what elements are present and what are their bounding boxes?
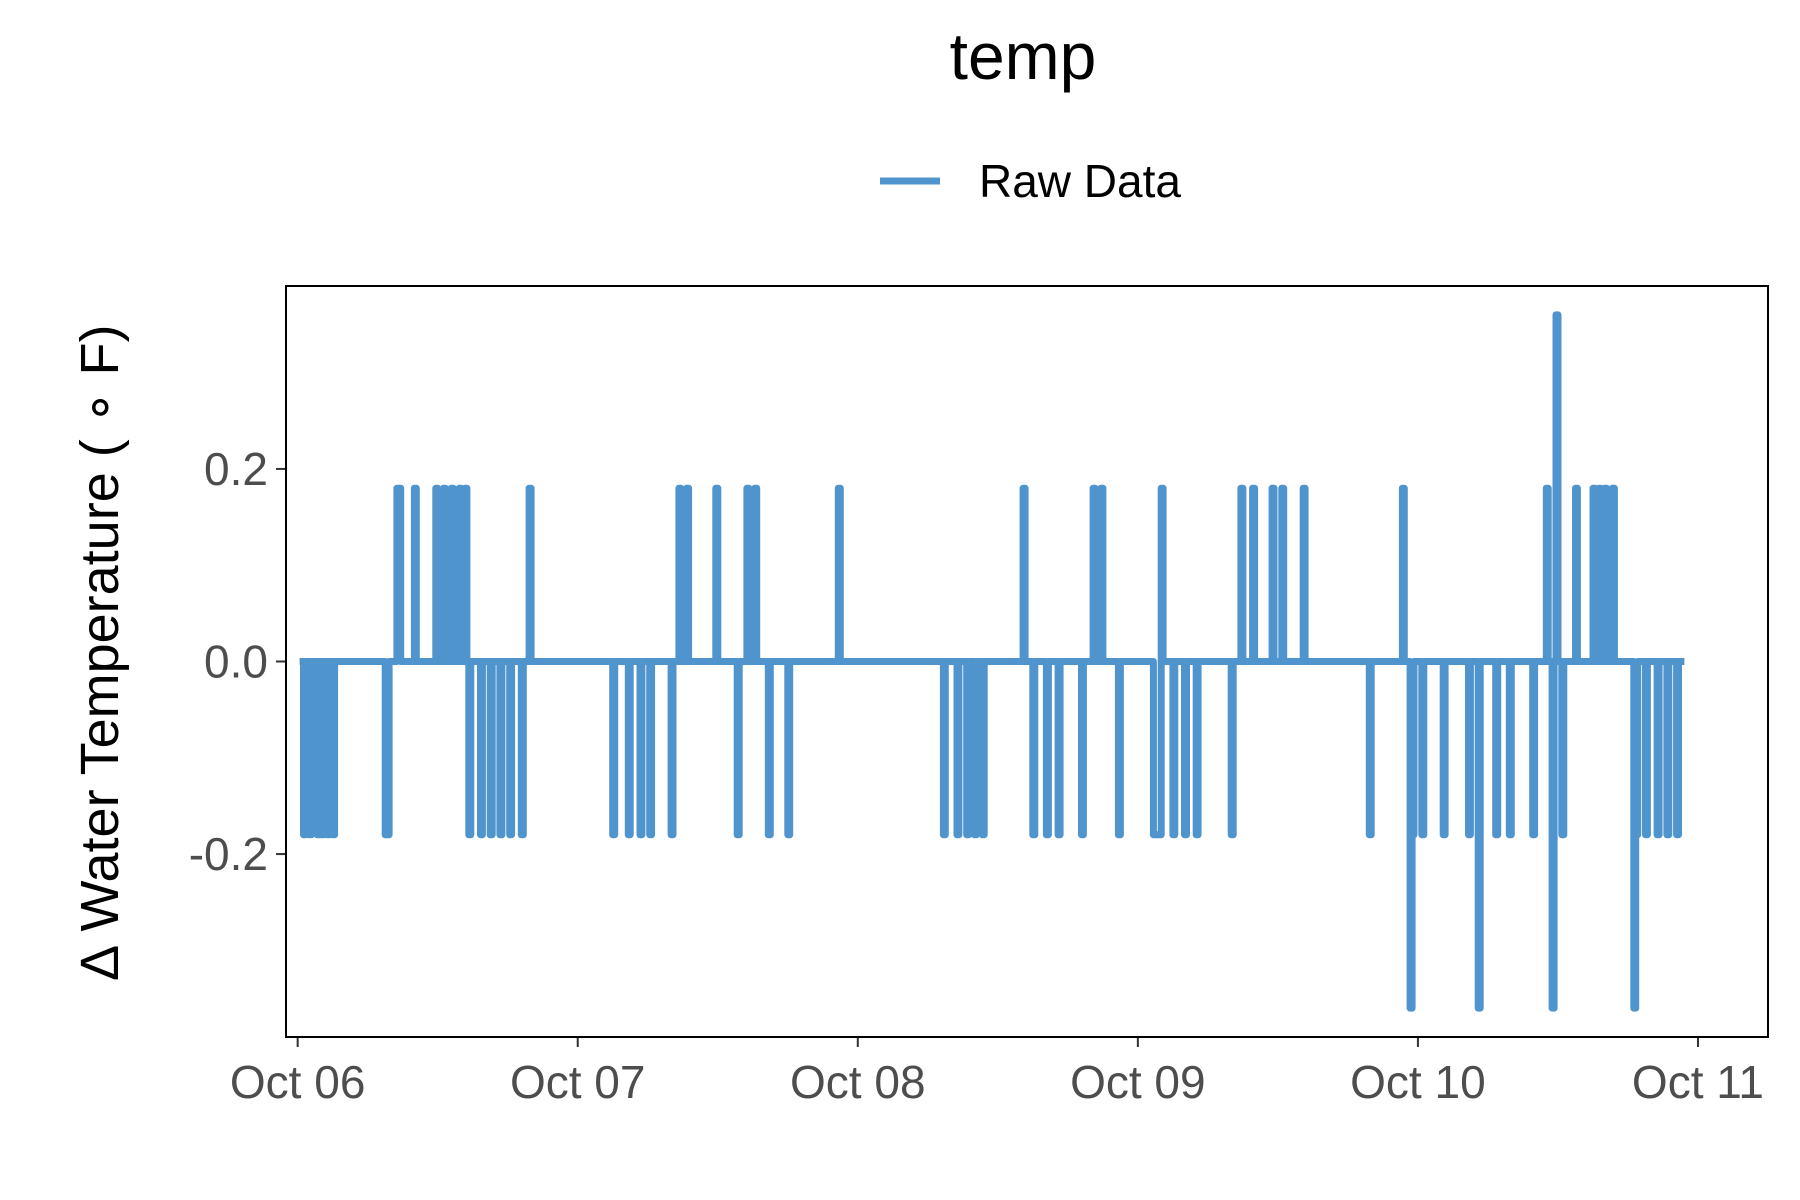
- x-tick-label: Oct 09: [1070, 1056, 1206, 1108]
- y-tick-label: 0.2: [204, 443, 268, 495]
- y-tick-label: -0.2: [189, 828, 268, 880]
- legend-label-raw-data: Raw Data: [979, 155, 1181, 207]
- x-tick-label: Oct 10: [1350, 1056, 1486, 1108]
- series-line-raw-data: [299, 311, 1685, 1012]
- x-tick-label: Oct 06: [230, 1056, 366, 1108]
- x-tick-label: Oct 11: [1632, 1056, 1764, 1108]
- chart-title: temp: [950, 19, 1097, 93]
- legend: Raw Data: [880, 155, 1181, 207]
- x-tick-label: Oct 07: [510, 1056, 646, 1108]
- y-tick-label: 0.0: [204, 636, 268, 688]
- y-axis-title: ∆ Water Temperature ( ∘ F): [70, 325, 130, 980]
- plot-panel-border: [285, 285, 1769, 1038]
- x-axis: Oct 06 Oct 07 Oct 08 Oct 09 Oct 10 Oct 11: [230, 1037, 1764, 1108]
- y-axis: -0.2 0.0 0.2: [189, 443, 286, 880]
- x-tick-label: Oct 08: [790, 1056, 926, 1108]
